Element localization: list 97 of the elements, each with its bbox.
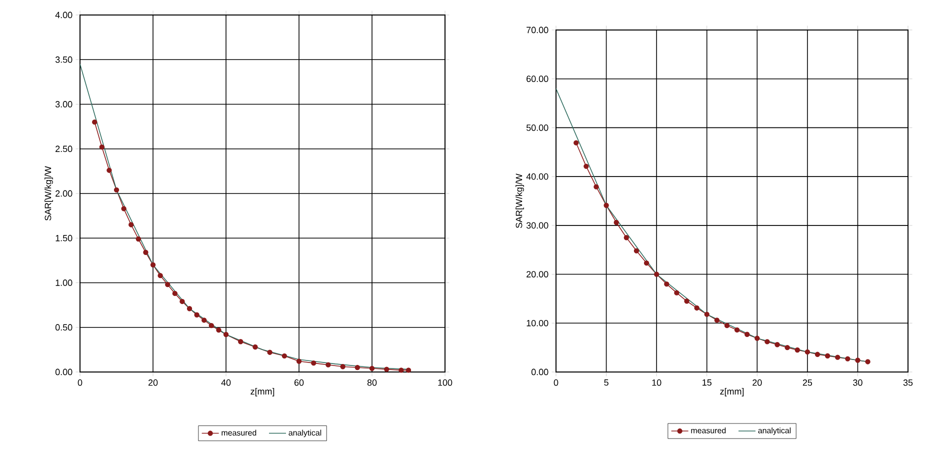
point (369, 366, 375, 372)
y-tick-label: 1.50 (56, 234, 72, 242)
x-tick-label: 100 (438, 379, 452, 386)
point (150, 262, 156, 268)
y-tick-label: 0.00 (531, 368, 548, 376)
point (654, 272, 660, 277)
x-tick-label: 20 (148, 379, 158, 386)
point (128, 222, 134, 228)
x-tick-label: 20 (752, 379, 762, 386)
point (794, 347, 800, 353)
point (664, 281, 670, 287)
y-tick-label: 60.00 (526, 76, 548, 82)
point (824, 353, 830, 358)
point (804, 349, 810, 355)
point (106, 168, 112, 173)
point (674, 290, 680, 296)
y-tick-label: 50.00 (526, 124, 548, 131)
x-tick-label: 0 (78, 379, 82, 386)
point (172, 290, 178, 296)
y-tick-label: 10.00 (526, 320, 548, 326)
point (238, 339, 244, 344)
point (814, 352, 820, 357)
point (865, 359, 870, 364)
point (398, 368, 404, 373)
x-axis-title: z[mm] (720, 388, 744, 396)
point (614, 220, 619, 226)
point (764, 339, 770, 344)
point (136, 236, 142, 242)
point (704, 312, 710, 317)
y-tick-label: 2.50 (56, 146, 72, 152)
point (165, 282, 170, 288)
point (594, 184, 599, 190)
y-axis-title: SAR[W/kg]/W (44, 166, 53, 220)
y-tick-label: 40.00 (526, 173, 548, 180)
point (180, 298, 185, 304)
point (311, 360, 316, 366)
point (223, 332, 229, 338)
y-tick-label: 0.00 (55, 368, 72, 376)
y-tick-label: 0.50 (55, 324, 72, 331)
y-tick-label: 3.50 (55, 56, 72, 63)
point (354, 364, 360, 370)
point (584, 164, 589, 169)
point (114, 187, 120, 193)
point (694, 305, 700, 311)
point (774, 342, 780, 348)
point (143, 250, 148, 255)
x-tick-label: 35 (903, 379, 913, 386)
point (624, 235, 629, 240)
point (252, 344, 258, 350)
y-tick-label: 1.00 (56, 280, 72, 286)
y-tick-label: 3.00 (55, 101, 72, 108)
point (406, 368, 412, 373)
x-tick-label: 25 (802, 379, 812, 386)
point (754, 336, 760, 341)
y-tick-label: 30.00 (526, 222, 548, 229)
y-tick-label: 2.00 (56, 190, 72, 197)
point (267, 350, 272, 355)
point (158, 273, 163, 278)
point (684, 298, 690, 304)
point (296, 358, 302, 364)
point (734, 327, 740, 333)
point (644, 260, 650, 266)
point (186, 306, 192, 312)
point (855, 358, 860, 363)
y-tick-label: 70.00 (526, 26, 548, 34)
x-tick-label: 40 (221, 379, 231, 386)
point (282, 353, 287, 359)
x-tick-label: 15 (702, 379, 712, 386)
point (202, 318, 207, 323)
point (845, 356, 850, 362)
point (99, 144, 105, 150)
x-tick-label: 30 (853, 379, 862, 386)
x-tick-label: 10 (652, 379, 662, 386)
x-tick-label: 0 (554, 379, 558, 386)
y-axis-title: SAR[W/kg]/W (516, 174, 524, 228)
x-tick-label: 60 (294, 379, 304, 386)
point (326, 362, 331, 368)
x-axis-title: z[mm] (250, 388, 274, 396)
y-tick-label: 4.00 (55, 12, 72, 18)
point (121, 206, 126, 212)
point (340, 364, 346, 370)
point (634, 248, 640, 254)
x-tick-label: 5 (604, 379, 608, 386)
point (714, 318, 720, 323)
point (574, 140, 579, 146)
point (835, 354, 840, 360)
point (92, 119, 98, 125)
point (216, 327, 222, 333)
point (208, 322, 214, 328)
point (724, 322, 730, 328)
y-tick-label: 20.00 (526, 271, 548, 278)
x-tick-label: 80 (367, 379, 377, 386)
point (194, 312, 200, 318)
point (744, 332, 750, 337)
point (604, 202, 609, 208)
point (784, 344, 790, 350)
point (384, 366, 390, 372)
